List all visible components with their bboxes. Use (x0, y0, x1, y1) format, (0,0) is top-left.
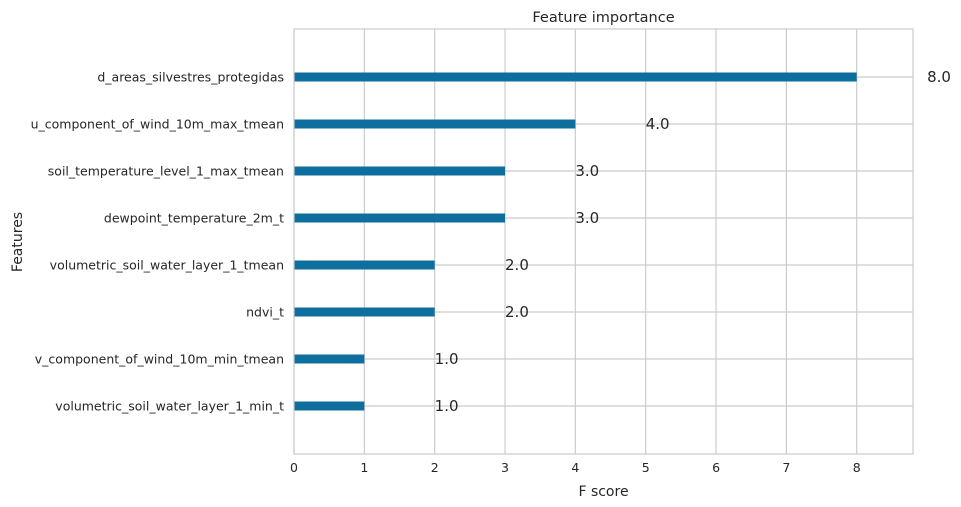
y-tick-label: dewpoint_temperature_2m_t (104, 211, 284, 226)
data-label: 2.0 (505, 256, 529, 274)
y-tick-label: d_areas_silvestres_protegidas (97, 70, 284, 85)
bar (294, 307, 435, 317)
data-label: 3.0 (575, 209, 599, 227)
y-axis-label: Features (10, 212, 26, 272)
x-tick-label: 5 (642, 460, 650, 475)
data-label: 3.0 (575, 162, 599, 180)
bar (294, 354, 365, 364)
plot-background (294, 29, 913, 454)
y-tick-labels: d_areas_silvestres_protegidas u_component… (31, 70, 285, 414)
bar (294, 213, 506, 223)
bar (294, 72, 857, 82)
x-tick-label: 4 (571, 460, 579, 475)
x-tick-label: 2 (431, 460, 439, 475)
x-tick-labels: 0 1 2 3 4 5 6 7 8 (290, 460, 861, 475)
bar (294, 401, 365, 411)
x-tick-label: 3 (501, 460, 509, 475)
x-axis-label: F score (578, 484, 628, 500)
bar (294, 260, 435, 270)
x-tick-label: 0 (290, 460, 298, 475)
bar (294, 119, 576, 129)
data-label: 4.0 (646, 115, 670, 133)
y-tick-label: soil_temperature_level_1_max_tmean (48, 164, 284, 179)
plot-frame (293, 28, 914, 455)
y-tick-label: ndvi_t (246, 305, 284, 320)
data-label: 2.0 (505, 303, 529, 321)
y-tick-label: u_component_of_wind_10m_max_tmean (31, 117, 284, 132)
data-label: 8.0 (927, 68, 951, 86)
y-tick-label: volumetric_soil_water_layer_1_min_t (55, 399, 284, 414)
data-label: 1.0 (435, 350, 459, 368)
data-label: 1.0 (435, 397, 459, 415)
y-tick-label: volumetric_soil_water_layer_1_tmean (50, 258, 284, 273)
x-tick-label: 6 (712, 460, 720, 475)
x-tick-label: 7 (782, 460, 790, 475)
y-tick-label: v_component_of_wind_10m_min_tmean (35, 352, 284, 367)
chart-title: Feature importance (532, 10, 674, 26)
bar (294, 166, 506, 176)
x-tick-label: 1 (360, 460, 368, 475)
x-tick-label: 8 (853, 460, 861, 475)
bars (294, 72, 857, 411)
data-labels: 8.0 4.0 3.0 3.0 2.0 2.0 1.0 1.0 (435, 68, 951, 415)
